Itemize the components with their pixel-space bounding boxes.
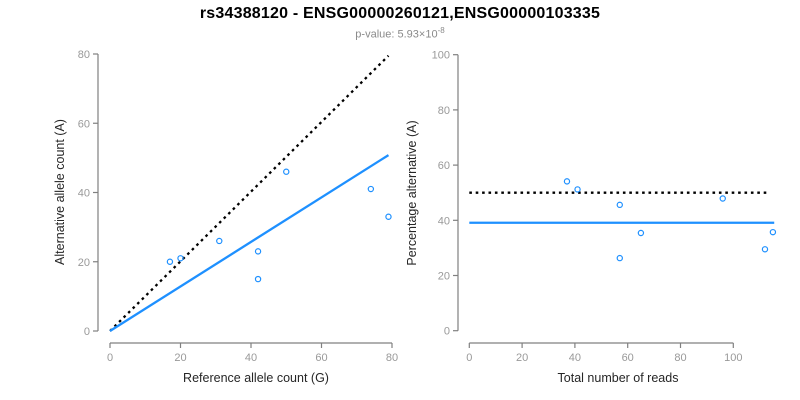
p-value-exponent: -8: [437, 26, 445, 35]
data-point: [769, 228, 777, 236]
x-tick-label: 0: [466, 352, 472, 364]
y-tick-label: 80: [78, 49, 90, 61]
x-tick-label: 60: [315, 352, 327, 364]
y-tick-label: 0: [444, 326, 450, 338]
p-value-label: p-value: 5.93×10-8: [0, 26, 800, 41]
x-tick-label: 0: [107, 352, 113, 364]
data-point: [254, 275, 262, 283]
y-tick-label: 40: [438, 215, 450, 227]
data-point: [563, 178, 571, 185]
y-axis-title: Alternative allele count (A): [53, 119, 67, 265]
y-tick-label: 0: [84, 326, 90, 338]
y-tick-label: 20: [78, 257, 90, 269]
x-tick-label: 80: [674, 352, 686, 364]
p-value-text: p-value: 5.93×10: [355, 28, 438, 41]
x-tick-label: 20: [516, 352, 528, 364]
fit-line: [109, 154, 390, 332]
y-tick-label: 80: [438, 105, 450, 117]
y-tick-label: 60: [438, 160, 450, 172]
data-point: [166, 258, 174, 265]
x-axis-title: Reference allele count (G): [183, 371, 329, 385]
data-point: [385, 213, 392, 220]
x-tick-label: 40: [245, 352, 257, 364]
data-point: [574, 186, 581, 193]
data-point: [367, 185, 375, 193]
x-tick-label: 80: [386, 352, 398, 364]
y-tick-label: 100: [432, 50, 450, 62]
chart-header: rs34388120 - ENSG00000260121,ENSG0000010…: [0, 5, 800, 41]
data-point: [216, 237, 223, 245]
plot-left: 0 20 40 60 80 0 20 40 60 80 Reference allele count…: [53, 49, 398, 385]
y-axis-title: Percentage alternative (A): [405, 120, 419, 265]
x-axis-title: Total number of reads: [558, 371, 679, 385]
data-point: [254, 248, 262, 255]
plot-right: 0 20 40 60 80 100 0 20 40 60 80 100 Total number of …: [405, 50, 777, 385]
y-tick-label: 40: [78, 188, 90, 200]
x-tick-label: 40: [569, 352, 581, 364]
y-tick-label: 60: [78, 118, 90, 130]
data-point: [283, 168, 290, 175]
chart-title: rs34388120 - ENSG00000260121,ENSG0000010…: [199, 5, 601, 22]
data-point: [616, 254, 623, 262]
identity-line: [109, 54, 390, 332]
data-point: [761, 246, 769, 253]
y-tick-label: 20: [438, 271, 450, 283]
data-point: [719, 195, 726, 202]
data-point: [177, 255, 184, 262]
data-point: [637, 229, 645, 237]
x-tick-label: 20: [174, 352, 186, 364]
x-tick-label: 60: [622, 352, 634, 364]
data-point: [616, 201, 623, 209]
x-tick-label: 100: [724, 352, 742, 364]
